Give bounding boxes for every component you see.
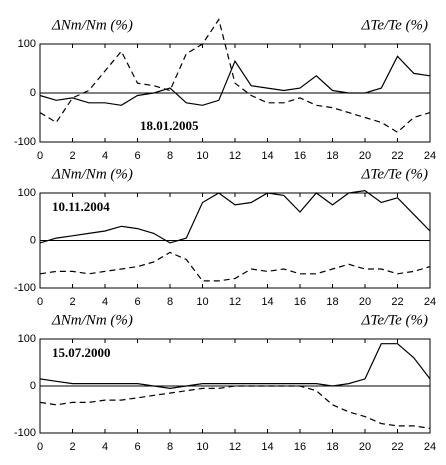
x-tick-label: 0 xyxy=(37,150,43,162)
y-tick-label: -100 xyxy=(14,427,36,439)
date-label: 18.01.2005 xyxy=(140,118,199,133)
x-tick-label: 18 xyxy=(326,441,338,453)
x-tick-label: 10 xyxy=(196,150,208,162)
x-tick-label: 10 xyxy=(196,441,208,453)
x-tick-label: 14 xyxy=(261,150,273,162)
x-tick-label: 14 xyxy=(261,441,273,453)
x-tick-label: 18 xyxy=(326,150,338,162)
right-label: ΔTe/Te (%) xyxy=(361,312,428,328)
x-tick-label: 20 xyxy=(359,296,371,308)
y-tick-label: 100 xyxy=(18,38,36,50)
x-tick-label: 4 xyxy=(102,296,108,308)
x-tick-label: 0 xyxy=(37,441,43,453)
date-label: 15.07.2000 xyxy=(52,345,111,360)
y-tick-label: -100 xyxy=(14,282,36,294)
right-label: ΔTe/Te (%) xyxy=(361,166,428,182)
x-tick-label: 22 xyxy=(391,441,403,453)
date-label: 10.11.2004 xyxy=(52,199,110,214)
x-tick-label: 20 xyxy=(359,441,371,453)
series-line xyxy=(39,55,431,106)
series-line xyxy=(39,343,431,390)
x-tick-label: 24 xyxy=(424,296,436,308)
x-tick-label: 16 xyxy=(294,150,306,162)
right-label: ΔTe/Te (%) xyxy=(361,17,428,33)
left-label: ΔNm/Nm (%) xyxy=(51,17,133,33)
y-tick-label: 0 xyxy=(30,234,36,246)
x-tick-label: 2 xyxy=(69,441,75,453)
y-tick-label: 100 xyxy=(18,333,36,345)
series-line xyxy=(39,385,431,429)
x-tick-label: 24 xyxy=(424,441,436,453)
x-tick-label: 16 xyxy=(294,441,306,453)
left-label: ΔNm/Nm (%) xyxy=(51,166,133,182)
x-tick-label: 2 xyxy=(69,150,75,162)
x-tick-label: 8 xyxy=(167,296,173,308)
x-tick-label: 4 xyxy=(102,150,108,162)
x-tick-label: 8 xyxy=(167,150,173,162)
y-tick-label: 0 xyxy=(30,380,36,392)
x-tick-label: 18 xyxy=(326,296,338,308)
x-tick-label: 6 xyxy=(134,441,140,453)
x-tick-label: 22 xyxy=(391,150,403,162)
x-tick-label: 12 xyxy=(229,150,241,162)
x-tick-label: 6 xyxy=(134,150,140,162)
y-tick-label: 100 xyxy=(18,187,36,199)
series-line xyxy=(39,189,431,244)
series-line xyxy=(39,18,431,133)
x-tick-label: 6 xyxy=(134,296,140,308)
x-tick-label: 2 xyxy=(69,296,75,308)
left-label: ΔNm/Nm (%) xyxy=(51,312,133,328)
x-tick-label: 20 xyxy=(359,150,371,162)
x-tick-label: 4 xyxy=(102,441,108,453)
x-tick-label: 0 xyxy=(37,296,43,308)
x-tick-label: 16 xyxy=(294,296,306,308)
x-tick-label: 24 xyxy=(424,150,436,162)
x-tick-label: 8 xyxy=(167,441,173,453)
x-tick-label: 12 xyxy=(229,296,241,308)
x-tick-label: 10 xyxy=(196,296,208,308)
y-tick-label: 0 xyxy=(30,87,36,99)
series-line xyxy=(39,251,431,282)
x-tick-label: 22 xyxy=(391,296,403,308)
x-tick-label: 12 xyxy=(229,441,241,453)
y-tick-label: -100 xyxy=(14,136,36,148)
x-tick-label: 14 xyxy=(261,296,273,308)
